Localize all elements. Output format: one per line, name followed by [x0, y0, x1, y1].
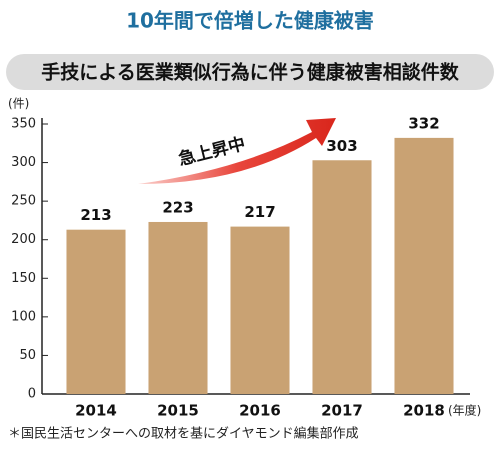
- y-tick-label: 50: [19, 348, 36, 363]
- rise-arrow: [138, 118, 336, 184]
- x-tick-label: 2014: [75, 402, 117, 420]
- x-tick-label: 2016: [239, 402, 281, 420]
- x-axis-label: (年度): [448, 403, 481, 418]
- bar: [148, 221, 208, 394]
- bar: [312, 160, 372, 394]
- value-label: 332: [408, 114, 439, 132]
- y-tick-label: 0: [28, 387, 36, 402]
- value-label: 223: [162, 198, 193, 216]
- bar: [230, 226, 290, 394]
- y-tick-label: 350: [11, 117, 36, 132]
- value-label: 213: [80, 206, 111, 224]
- value-label: 303: [326, 137, 357, 155]
- x-tick-label: 2017: [321, 402, 363, 420]
- bar: [66, 229, 126, 394]
- chart-subtitle: 手技による医業類似行為に伴う健康被害相談件数: [41, 61, 459, 84]
- bar: [394, 137, 454, 394]
- y-axis-label: (件): [8, 97, 29, 111]
- x-tick-label: 2015: [157, 402, 199, 420]
- y-tick-label: 300: [11, 155, 36, 170]
- source-note: ＊国民生活センターへの取材を基にダイヤモンド編集部作成: [8, 426, 359, 442]
- y-tick-label: 250: [11, 194, 36, 209]
- y-tick-label: 150: [11, 271, 36, 286]
- chart-title: 10年間で倍増した健康被害: [126, 9, 374, 33]
- x-tick-label: 2018: [403, 402, 445, 420]
- value-label: 217: [244, 203, 275, 221]
- y-tick-label: 200: [11, 232, 36, 247]
- y-tick-label: 100: [11, 309, 36, 324]
- subtitle-pill: [6, 54, 494, 90]
